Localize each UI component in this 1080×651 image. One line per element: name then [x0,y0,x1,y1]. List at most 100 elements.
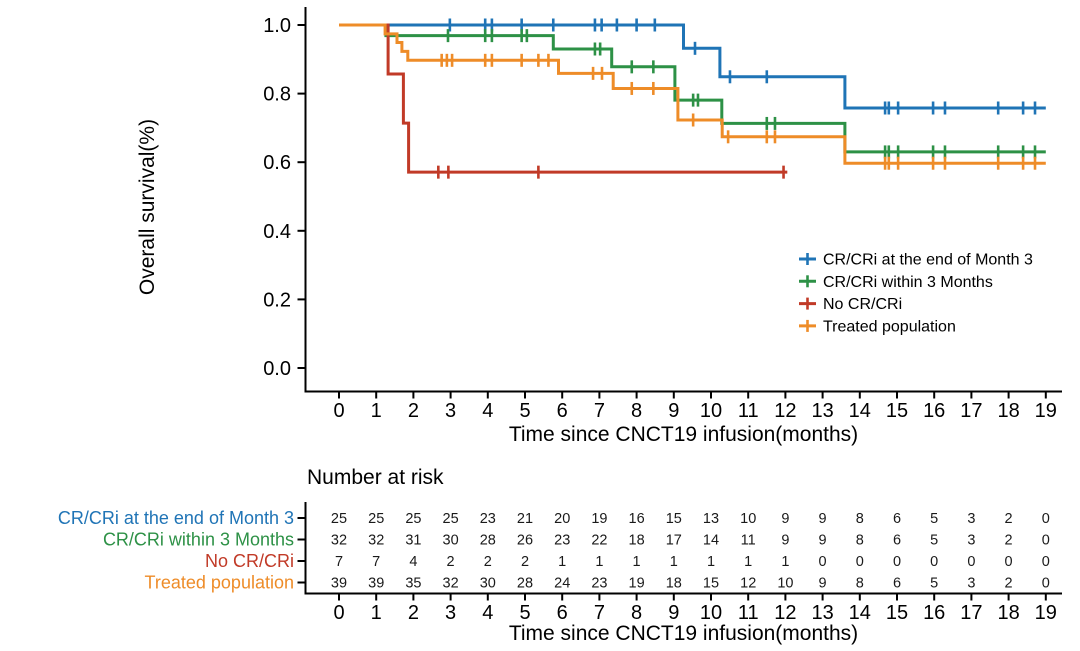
risk-x-tick-label: 13 [811,602,833,624]
risk-count: 17 [666,533,682,549]
risk-count: 8 [856,576,864,592]
x-tick-label: 14 [849,400,871,422]
risk-count: 1 [670,554,678,570]
risk-count: 0 [1042,576,1050,592]
risk-row-label: CR/CRi at the end of Month 3 [58,508,294,528]
risk-count: 8 [856,511,864,527]
risk-x-tick-label: 19 [1035,602,1057,624]
risk-count: 1 [744,554,752,570]
y-tick-label: 0.8 [263,84,291,106]
risk-count: 2 [1005,511,1013,527]
risk-x-axis-title: Time since CNCT19 infusion(months) [508,622,859,645]
x-tick-label: 0 [333,400,344,422]
risk-count: 2 [1005,533,1013,549]
risk-count: 6 [893,576,901,592]
risk-count: 28 [517,576,533,592]
risk-count: 0 [1042,533,1050,549]
risk-count: 19 [629,576,645,592]
risk-count: 6 [893,533,901,549]
risk-count: 6 [893,511,901,527]
risk-count: 25 [443,511,459,527]
risk-count: 7 [335,554,343,570]
risk-count: 0 [893,554,901,570]
risk-count: 1 [707,554,715,570]
risk-count: 0 [930,554,938,570]
x-tick-label: 11 [738,400,759,422]
risk-count: 9 [781,533,789,549]
x-tick-label: 18 [997,400,1019,422]
y-tick-label: 0.4 [263,221,291,243]
risk-x-tick-label: 11 [738,602,759,624]
risk-count: 30 [443,533,459,549]
legend-label: Treated population [823,318,956,335]
risk-count: 28 [480,533,496,549]
risk-count: 5 [930,533,938,549]
risk-count: 9 [781,511,789,527]
risk-count: 16 [629,511,645,527]
risk-count: 4 [409,554,417,570]
risk-count: 9 [819,511,827,527]
risk-x-tick-label: 17 [960,602,982,624]
legend-label: CR/CRi at the end of Month 3 [823,252,1033,269]
risk-x-tick-label: 9 [668,602,679,624]
risk-count: 19 [591,511,607,527]
risk-count: 5 [930,511,938,527]
x-tick-label: 15 [886,400,908,422]
x-tick-label: 17 [960,400,982,422]
risk-count: 7 [372,554,380,570]
risk-count: 2 [484,554,492,570]
risk-count: 32 [443,576,459,592]
risk-count: 15 [703,576,719,592]
x-tick-label: 12 [774,400,796,422]
risk-x-tick-label: 4 [482,602,493,624]
y-tick-label: 0.6 [263,152,291,174]
risk-count: 0 [1042,554,1050,570]
risk-count: 3 [967,533,975,549]
risk-count: 35 [405,576,421,592]
risk-x-tick-label: 10 [700,602,722,624]
risk-count: 26 [517,533,533,549]
risk-count: 22 [591,533,607,549]
risk-x-tick-label: 2 [408,602,419,624]
x-tick-label: 9 [668,400,679,422]
risk-count: 3 [967,511,975,527]
risk-count: 31 [405,533,421,549]
risk-count: 23 [591,576,607,592]
risk-count: 0 [856,554,864,570]
risk-x-tick-label: 0 [333,602,344,624]
x-tick-label: 10 [700,400,722,422]
x-tick-label: 1 [371,400,382,422]
x-tick-label: 16 [923,400,945,422]
risk-count: 0 [1042,511,1050,527]
risk-x-tick-label: 3 [445,602,456,624]
risk-count: 32 [331,533,347,549]
risk-count: 13 [703,511,719,527]
y-tick-label: 0.0 [263,358,291,380]
risk-x-tick-label: 1 [371,602,382,624]
risk-count: 39 [368,576,384,592]
risk-count: 11 [741,533,756,549]
risk-count: 0 [967,554,975,570]
risk-count: 5 [930,576,938,592]
x-tick-label: 6 [557,400,568,422]
risk-count: 32 [368,533,384,549]
risk-count: 15 [666,511,682,527]
risk-count: 21 [517,511,533,527]
risk-count: 3 [967,576,975,592]
risk-x-tick-label: 18 [997,602,1019,624]
risk-x-tick-label: 16 [923,602,945,624]
x-tick-label: 7 [594,400,605,422]
risk-x-tick-label: 12 [774,602,796,624]
risk-row-label: Treated population [145,573,294,593]
risk-row-label: No CR/CRi [205,551,294,571]
number-at-risk-table: CR/CRi at the end of Month 3 25 25 25 25 23 21… [58,502,1062,624]
risk-x-tick-label: 15 [886,602,908,624]
x-tick-label: 13 [811,400,833,422]
risk-x-tick-label: 14 [849,602,871,624]
risk-count: 9 [819,533,827,549]
risk-count: 0 [1005,554,1013,570]
x-tick-label: 8 [631,400,642,422]
risk-count: 8 [856,533,864,549]
risk-count: 1 [595,554,603,570]
